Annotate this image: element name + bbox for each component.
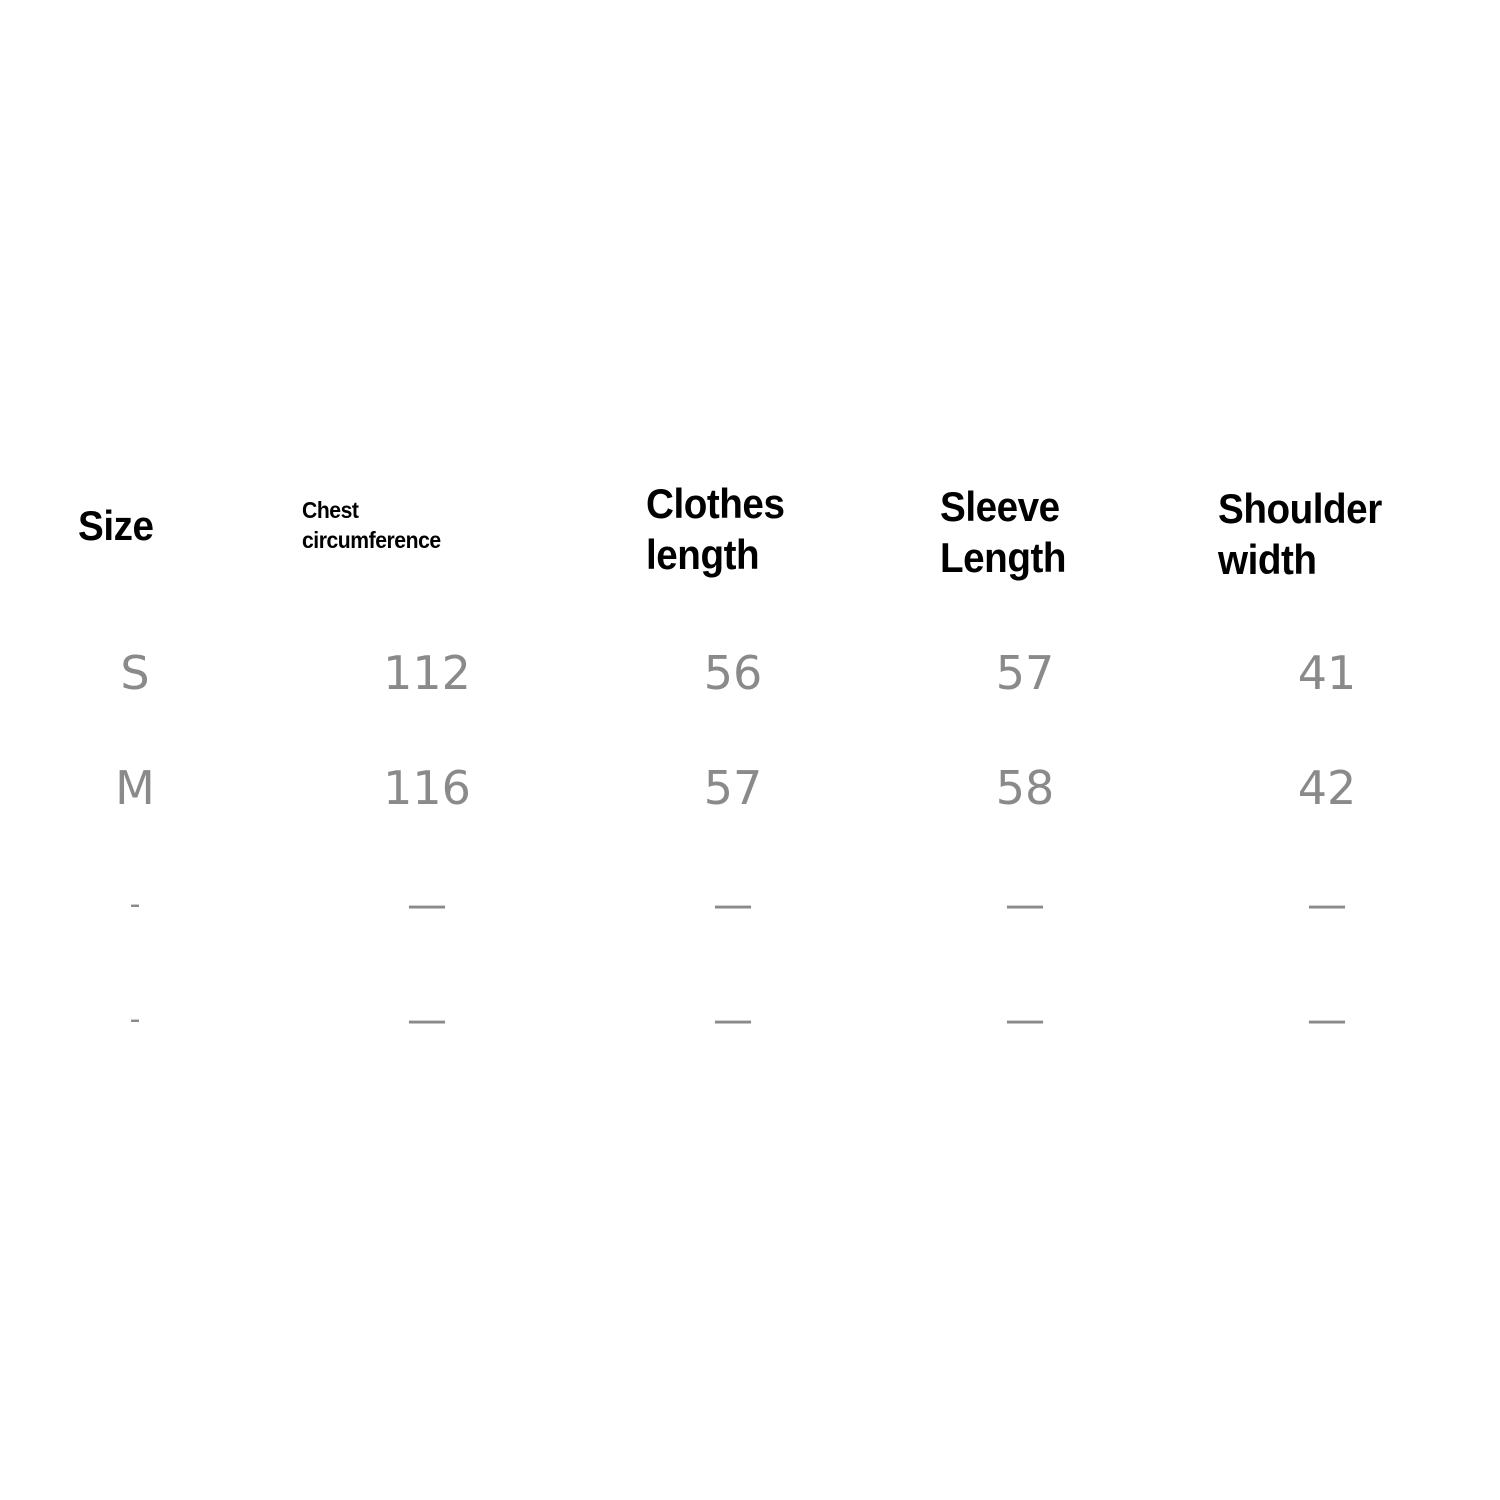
header-text: circumference	[302, 526, 441, 553]
header-text: Clothes	[646, 480, 785, 527]
header-size: Size	[78, 500, 154, 551]
header-text: Chest	[302, 497, 359, 523]
table-cell: —	[713, 997, 753, 1043]
table-cell: 116	[383, 761, 471, 815]
table-cell: 57	[703, 761, 763, 815]
table-cell: M	[115, 761, 155, 815]
table-cell: —	[407, 997, 447, 1043]
header-chest: Chest circumference	[302, 496, 441, 556]
header-text: Length	[940, 534, 1067, 582]
header-clothes-length: Clothes length	[646, 478, 785, 580]
table-cell: —	[1005, 997, 1045, 1043]
header-shoulder-width: Shoulder width	[1218, 483, 1382, 585]
table-cell: —	[1005, 882, 1045, 928]
header-text: Shoulder	[1218, 485, 1382, 532]
table-cell: —	[713, 882, 753, 928]
header-text: Size	[78, 502, 154, 549]
table-cell: —	[1307, 997, 1347, 1043]
table-cell: -	[129, 1002, 141, 1037]
table-cell: 41	[1297, 646, 1357, 700]
table-cell: 42	[1297, 761, 1357, 815]
header-text: Sleeve	[940, 483, 1060, 530]
table-cell: 56	[703, 646, 763, 700]
table-cell: —	[1307, 882, 1347, 928]
table-cell: —	[407, 882, 447, 928]
table-cell: 58	[995, 761, 1055, 815]
header-sleeve-length: Sleeve Length	[940, 481, 1066, 583]
header-text: width	[1218, 536, 1317, 584]
table-cell: 112	[383, 646, 471, 700]
table-cell: -	[129, 887, 141, 922]
header-text: length	[646, 531, 760, 579]
table-cell: S	[120, 646, 150, 700]
table-cell: 57	[995, 646, 1055, 700]
